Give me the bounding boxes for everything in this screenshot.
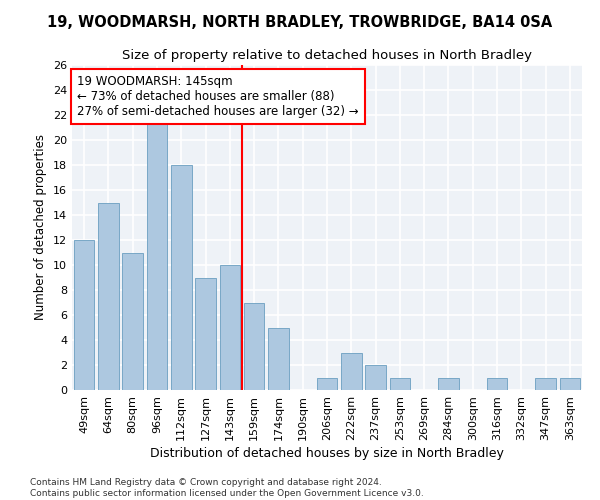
Bar (317, 378, 337, 390)
Bar (268, 328, 289, 390)
Bar (195, 278, 216, 390)
Bar (146, 115, 167, 390)
Bar (535, 378, 556, 390)
Bar (74, 240, 94, 390)
Text: 19 WOODMARSH: 145sqm
← 73% of detached houses are smaller (88)
27% of semi-detac: 19 WOODMARSH: 145sqm ← 73% of detached h… (77, 74, 359, 118)
Title: Size of property relative to detached houses in North Bradley: Size of property relative to detached ho… (122, 50, 532, 62)
Bar (122, 252, 143, 390)
Y-axis label: Number of detached properties: Number of detached properties (34, 134, 47, 320)
Bar (365, 365, 386, 390)
Bar (220, 265, 240, 390)
Bar (560, 378, 580, 390)
Bar (438, 378, 459, 390)
Bar (389, 378, 410, 390)
Bar (244, 302, 265, 390)
Bar (341, 352, 362, 390)
Bar (98, 202, 119, 390)
Bar (487, 378, 508, 390)
Bar (171, 165, 191, 390)
Text: Contains HM Land Registry data © Crown copyright and database right 2024.
Contai: Contains HM Land Registry data © Crown c… (30, 478, 424, 498)
X-axis label: Distribution of detached houses by size in North Bradley: Distribution of detached houses by size … (150, 447, 504, 460)
Text: 19, WOODMARSH, NORTH BRADLEY, TROWBRIDGE, BA14 0SA: 19, WOODMARSH, NORTH BRADLEY, TROWBRIDGE… (47, 15, 553, 30)
